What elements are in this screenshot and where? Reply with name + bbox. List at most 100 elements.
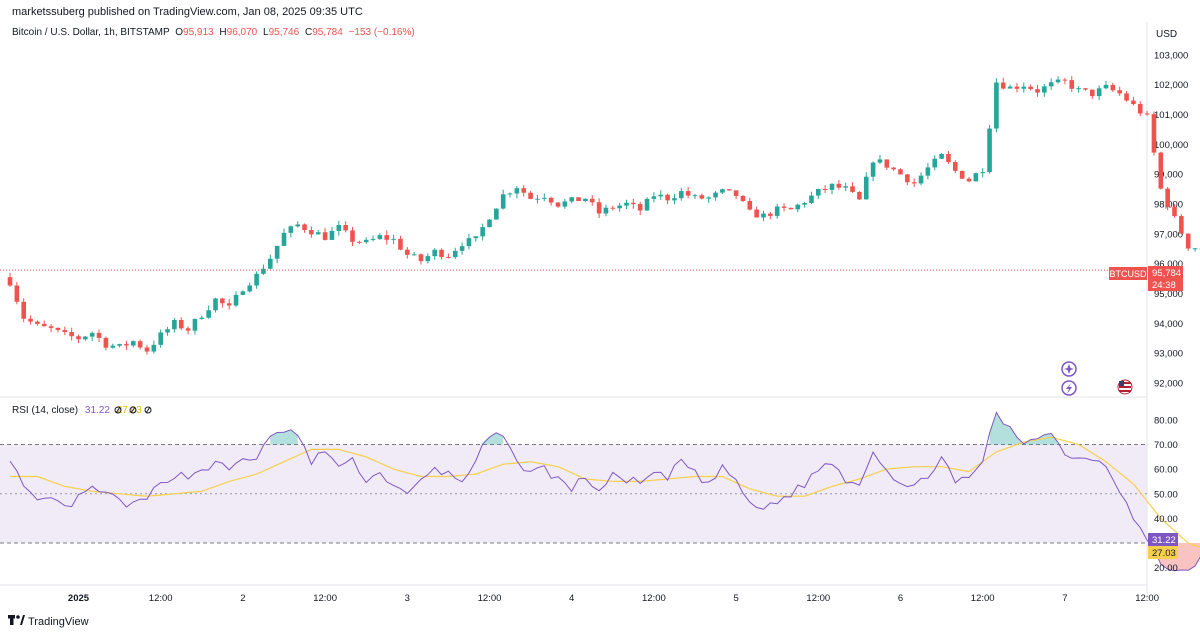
candle-body (863, 176, 869, 200)
high-value: 96,070 (227, 27, 258, 38)
candle-body (850, 186, 855, 192)
rsi-legend[interactable]: RSI (14, close) 31.22 27.03 (12, 405, 142, 416)
time-tick-label: 7 (1062, 593, 1067, 604)
price-tag-box (1148, 266, 1183, 291)
candle-body (733, 190, 739, 196)
candle-body (494, 208, 499, 220)
candle-body (521, 188, 527, 193)
price-tick-label: 102,000 (1154, 80, 1188, 91)
candle-body (795, 204, 801, 210)
rsi-ma-tag-label: 27.03 (1152, 548, 1176, 559)
us-flag-icon[interactable] (1117, 379, 1133, 395)
time-tick-label: 12:00 (149, 593, 173, 604)
candle-body (925, 167, 931, 176)
candle-body (836, 183, 842, 188)
candle-body (405, 249, 410, 255)
candle-body (14, 285, 20, 302)
candle-body (1185, 233, 1191, 249)
candle-body (302, 224, 307, 231)
candle-body (35, 321, 40, 324)
candle-body (473, 236, 479, 239)
candle-body (589, 198, 595, 203)
price-tag-price: 95,784 (1152, 268, 1181, 279)
candle-body (418, 254, 424, 262)
close-value: 95,784 (312, 27, 343, 38)
candle-body (329, 230, 335, 240)
candle-body (144, 347, 150, 352)
price-tick-label: 93,000 (1154, 349, 1183, 360)
candle-body (651, 196, 657, 199)
magic-wand-icon[interactable] (1061, 361, 1077, 377)
candle-body (966, 178, 972, 182)
open-label: O (175, 27, 183, 38)
candle-body (754, 209, 759, 218)
candle-body (953, 162, 958, 171)
candle-body (596, 202, 602, 214)
candle-body (1035, 89, 1040, 93)
candle-body (1172, 207, 1177, 217)
candle-body (41, 323, 47, 327)
price-tick-label: 103,000 (1154, 50, 1188, 61)
candle-body (220, 298, 225, 304)
price-tag: BTCUSD 95,784 24:38 (1109, 266, 1183, 291)
candle-body (7, 277, 13, 286)
price-tick-label: 99,000 (1154, 170, 1183, 181)
time-tick-label: 12:00 (971, 593, 995, 604)
candle-body (555, 202, 561, 207)
candle-body (802, 203, 807, 205)
candle-body (261, 268, 266, 274)
candle-body (206, 310, 211, 318)
candle-body (466, 238, 472, 247)
candle-body (1131, 100, 1136, 105)
candle-body (987, 128, 992, 173)
symbol-tag-label: BTCUSD (1109, 269, 1147, 279)
candle-body (692, 195, 698, 197)
symbol-legend[interactable]: Bitcoin / U.S. Dollar, 1h, BITSTAMP O95,… (12, 27, 415, 38)
symbol-tag (1109, 267, 1147, 280)
candle-body (672, 198, 677, 201)
candle-body (247, 285, 253, 292)
candle-body (1076, 88, 1081, 90)
candle-body (384, 235, 390, 240)
candle-body (350, 230, 355, 242)
candle-body (870, 162, 876, 177)
candle-body (233, 294, 239, 306)
candle-body (857, 191, 862, 200)
rsi-value-tag (1148, 533, 1178, 546)
candle-body (583, 198, 588, 202)
rsi-ma-legend-value: 27.03 (117, 405, 142, 416)
candle-body (1069, 80, 1075, 89)
candle-body (507, 193, 513, 195)
candle-body (55, 327, 61, 330)
rsi-visibility-icon[interactable] (114, 406, 152, 414)
candle-body (959, 170, 965, 179)
candle-body (192, 318, 198, 331)
candle-body (562, 201, 568, 207)
candle-body (535, 198, 540, 200)
candle-body (1158, 152, 1164, 189)
candle-body (603, 207, 609, 214)
low-label: L (263, 27, 269, 38)
open-value: 95,913 (183, 27, 214, 38)
candle-body (774, 206, 780, 216)
price-tick-label: 92,000 (1154, 379, 1183, 390)
candle-body (884, 159, 890, 168)
candle-body (89, 332, 95, 337)
flash-icon[interactable] (1061, 380, 1077, 396)
price-tag-countdown: 24:38 (1152, 280, 1176, 291)
candle-body (295, 224, 300, 227)
candle-body (452, 250, 458, 258)
candle-body (254, 273, 259, 286)
candle-body (1117, 90, 1122, 94)
candle-body (1192, 248, 1198, 250)
time-tick-label: 12:00 (478, 593, 502, 604)
rsi-tick-label: 70.00 (1154, 440, 1178, 451)
candle-body (377, 235, 383, 239)
candle-body (528, 192, 533, 199)
candle-body (994, 82, 999, 129)
candle-body (637, 204, 643, 211)
rsi-tick-label: 60.00 (1154, 465, 1178, 476)
candle-body (288, 226, 294, 233)
candle-body (1144, 113, 1150, 115)
